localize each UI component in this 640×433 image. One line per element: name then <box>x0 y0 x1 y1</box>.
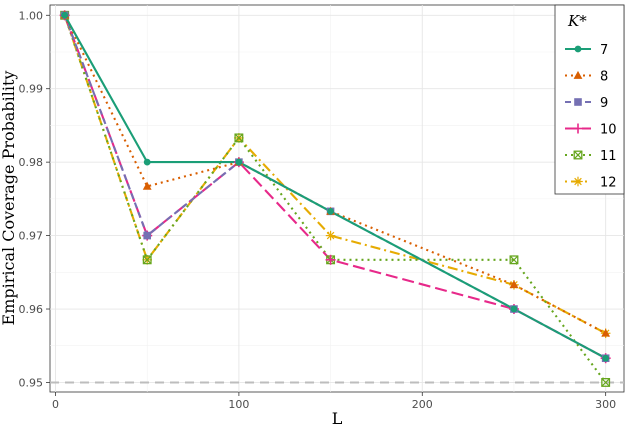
legend-key-marker <box>574 45 582 53</box>
legend-item-11: 11 <box>565 149 617 164</box>
marker-ast-d2 <box>574 177 582 186</box>
series-line-7 <box>63 14 607 360</box>
data-point-7 <box>235 158 243 166</box>
legend-label: 9 <box>600 96 608 111</box>
legend-item-7: 7 <box>565 43 608 58</box>
y-tick-label: 0.99 <box>19 83 44 96</box>
data-point-7 <box>143 158 151 166</box>
legend-item-8: 8 <box>565 70 608 85</box>
y-tick-label: 0.96 <box>19 303 44 316</box>
legend-key-marker <box>573 150 583 160</box>
data-point-11 <box>601 378 611 387</box>
data-point-11 <box>142 255 152 265</box>
marker-x-b <box>601 378 610 387</box>
legend-items: 7 8 9 10 11 12 <box>565 43 617 191</box>
x-tick-label: 100 <box>228 398 249 411</box>
marker-circle <box>61 11 69 19</box>
legend-key-marker <box>573 123 583 134</box>
legend-key-marker <box>573 70 583 79</box>
data-point-7 <box>602 354 610 362</box>
x-tick-label: 0 <box>52 398 59 411</box>
x-axis-title: L <box>332 409 343 428</box>
marker-triangle <box>601 328 611 337</box>
marker-circle <box>602 354 610 362</box>
marker-x-b <box>509 255 519 265</box>
legend-item-9: 9 <box>565 96 608 111</box>
series-lines <box>63 14 607 384</box>
legend-key-marker <box>574 98 582 106</box>
series-line-11 <box>63 14 607 384</box>
y-axis-title: Empirical Coverage Probability <box>0 71 18 326</box>
y-axis-ticks: 0.95 0.96 0.97 0.98 0.99 1.00 <box>19 9 50 389</box>
data-point-10 <box>325 254 336 265</box>
marker-x-b <box>234 133 244 143</box>
legend-label: 10 <box>600 123 617 138</box>
marker-circle <box>574 45 582 53</box>
marker-triangle <box>573 70 583 79</box>
legend-label: 8 <box>600 70 608 85</box>
marker-ast-d2 <box>326 231 335 240</box>
data-point-7 <box>61 11 69 19</box>
legend-key-marker <box>573 176 583 187</box>
marker-square <box>143 231 151 240</box>
marker-square <box>574 98 582 106</box>
y-tick-label: 0.95 <box>19 376 44 389</box>
y-tick-label: 0.98 <box>19 156 44 169</box>
marker-square-outline <box>142 255 152 265</box>
legend-label: 11 <box>600 149 617 164</box>
legend-label: 12 <box>600 176 617 191</box>
x-tick-label: 200 <box>412 398 433 411</box>
marker-circle <box>510 305 518 313</box>
data-point-11 <box>234 133 244 143</box>
plot-panel <box>49 4 625 393</box>
grid-minor <box>50 5 624 392</box>
marker-triangle <box>142 181 152 190</box>
x-axis-ticks: 0 100 200 300 <box>52 392 616 411</box>
marker-square-outline <box>601 378 611 387</box>
data-point-7 <box>327 207 334 215</box>
data-point-12 <box>325 230 336 241</box>
data-point-11 <box>509 255 519 265</box>
data-point-8 <box>142 181 152 190</box>
marker-circle <box>327 207 334 215</box>
series-line-12 <box>63 14 607 335</box>
legend-box <box>554 4 625 195</box>
legend-title: K* <box>567 12 587 30</box>
marker-square-outline <box>509 255 519 265</box>
series-line-10 <box>63 14 607 360</box>
data-point-9 <box>143 231 151 240</box>
x-tick-label: 300 <box>595 398 616 411</box>
y-tick-label: 0.97 <box>19 230 44 243</box>
data-point-7 <box>510 305 518 313</box>
marker-x-b <box>142 255 152 265</box>
marker-square-outline <box>234 133 244 143</box>
data-point-8 <box>509 280 519 289</box>
marker-triangle <box>509 280 519 289</box>
legend: K* 7 8 9 10 11 12 <box>554 4 625 195</box>
marker-square-outline <box>573 150 583 160</box>
y-tick-label: 1.00 <box>19 9 44 22</box>
data-point-8 <box>601 328 611 337</box>
legend-label: 7 <box>600 43 608 58</box>
marker-circle <box>143 158 151 166</box>
marker-x-b <box>573 150 583 160</box>
series-markers <box>59 10 611 387</box>
marker-circle <box>235 158 243 166</box>
legend-item-12: 12 <box>565 176 617 191</box>
legend-item-10: 10 <box>565 123 617 138</box>
